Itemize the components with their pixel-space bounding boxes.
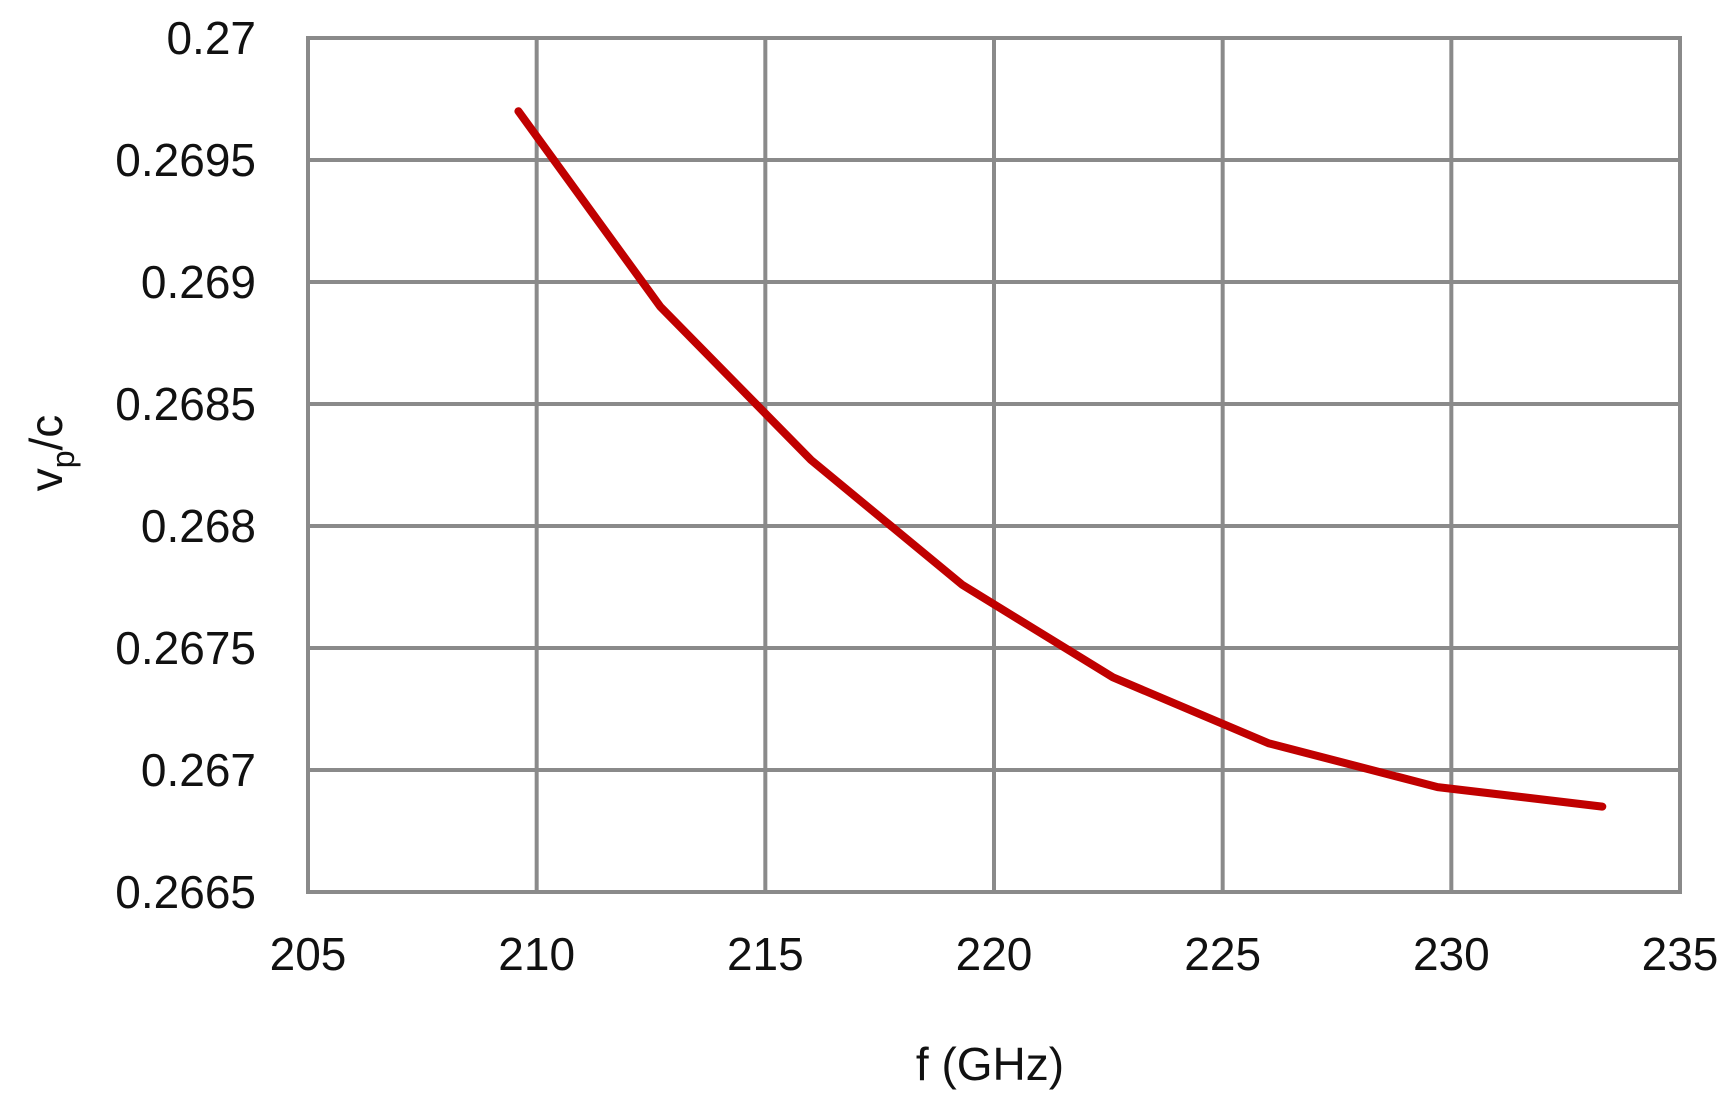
x-tick-label: 220	[956, 928, 1033, 980]
x-axis-ticks: 205 210 215 220 225 230 235	[270, 928, 1719, 980]
x-tick-label: 215	[727, 928, 804, 980]
y-tick-label: 0.2685	[115, 378, 256, 430]
grid	[306, 36, 1682, 894]
y-axis-ticks: 0.27 0.2695 0.269 0.2685 0.268 0.2675 0.267 0.2…	[115, 12, 256, 918]
y-axis-label-subscript: p	[45, 450, 81, 468]
x-tick-label: 210	[498, 928, 575, 980]
x-tick-label: 230	[1413, 928, 1490, 980]
x-tick-label: 205	[270, 928, 347, 980]
x-axis-label: f (GHz)	[916, 1038, 1064, 1090]
series-line-0	[514, 107, 1607, 811]
y-axis-label-main: v	[20, 468, 72, 491]
y-tick-label: 0.27	[166, 12, 256, 64]
plot-area-frame	[306, 36, 1682, 894]
y-tick-label: 0.269	[141, 256, 256, 308]
y-tick-label: 0.2695	[115, 134, 256, 186]
y-axis-label: vp/c	[20, 415, 81, 492]
y-tick-label: 0.268	[141, 500, 256, 552]
series-layer	[514, 107, 1607, 811]
y-tick-label: 0.2675	[115, 622, 256, 674]
y-axis-label-tail: /c	[20, 415, 72, 451]
y-tick-label: 0.2665	[115, 866, 256, 918]
x-tick-label: 225	[1184, 928, 1261, 980]
y-tick-label: 0.267	[141, 744, 256, 796]
x-tick-label: 235	[1642, 928, 1719, 980]
